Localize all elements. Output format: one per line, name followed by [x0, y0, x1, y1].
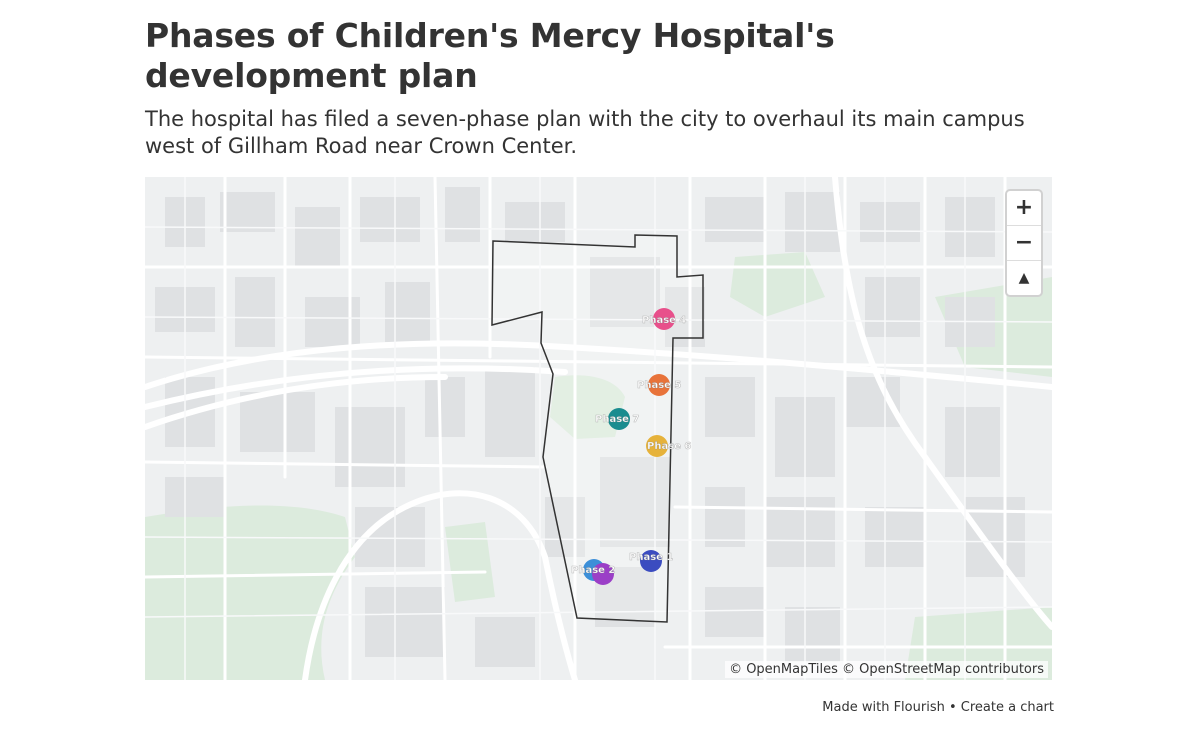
phase-4-marker[interactable]: Phase 4 — [642, 308, 687, 330]
footer: Made with Flourish • Create a chart — [822, 700, 1054, 715]
phase-2-marker[interactable]: Phase 2 — [571, 563, 616, 585]
phase-4-dot[interactable] — [653, 308, 675, 330]
phase-6-dot[interactable] — [646, 435, 668, 457]
zoom-out-button[interactable]: − — [1007, 226, 1041, 261]
campus-boundary — [491, 234, 704, 623]
map-attribution: © OpenMapTiles © OpenStreetMap contribut… — [725, 661, 1048, 678]
phase-1-marker[interactable]: Phase 1 — [629, 550, 674, 572]
phase-6-marker[interactable]: Phase 6 — [646, 435, 692, 457]
create-chart-link[interactable]: Create a chart — [960, 700, 1054, 715]
phase-1-label: Phase 1 — [629, 552, 673, 563]
map-canvas[interactable]: Phase 1 Phase 2 Phase 4 Phase 5 Phase 6 — [145, 177, 1052, 680]
map-view[interactable]: Phase 1 Phase 2 Phase 4 Phase 5 Phase 6 — [145, 177, 1052, 680]
page-title: Phases of Children's Mercy Hospital's de… — [145, 16, 835, 95]
reset-bearing-button[interactable]: ▲ — [1018, 270, 1030, 286]
zoom-in-button[interactable]: + — [1007, 191, 1041, 226]
footer-separator: • — [944, 700, 961, 715]
phase-5-marker[interactable]: Phase 5 — [637, 374, 682, 396]
phase-6-label: Phase 6 — [647, 441, 691, 452]
phase-7-marker[interactable]: Phase 7 — [595, 408, 640, 430]
phase-7-label: Phase 7 — [595, 414, 639, 425]
phase-1-dot[interactable] — [640, 550, 662, 572]
page-subtitle: The hospital has filed a seven-phase pla… — [145, 107, 1025, 158]
phase-markers: Phase 1 Phase 2 Phase 4 Phase 5 Phase 6 — [571, 308, 692, 585]
phase-4-label: Phase 4 — [642, 315, 686, 326]
made-with-flourish-link[interactable]: Made with Flourish — [822, 700, 945, 715]
phase-2-label: Phase 2 — [571, 565, 615, 576]
phase-5-dot[interactable] — [648, 374, 670, 396]
phase-5-label: Phase 5 — [637, 380, 681, 391]
roads — [145, 177, 1052, 680]
map-zoom-controls: + − ▲ — [1005, 189, 1043, 297]
phase-2-dot[interactable] — [592, 563, 614, 585]
phase-7-dot[interactable] — [608, 408, 630, 430]
